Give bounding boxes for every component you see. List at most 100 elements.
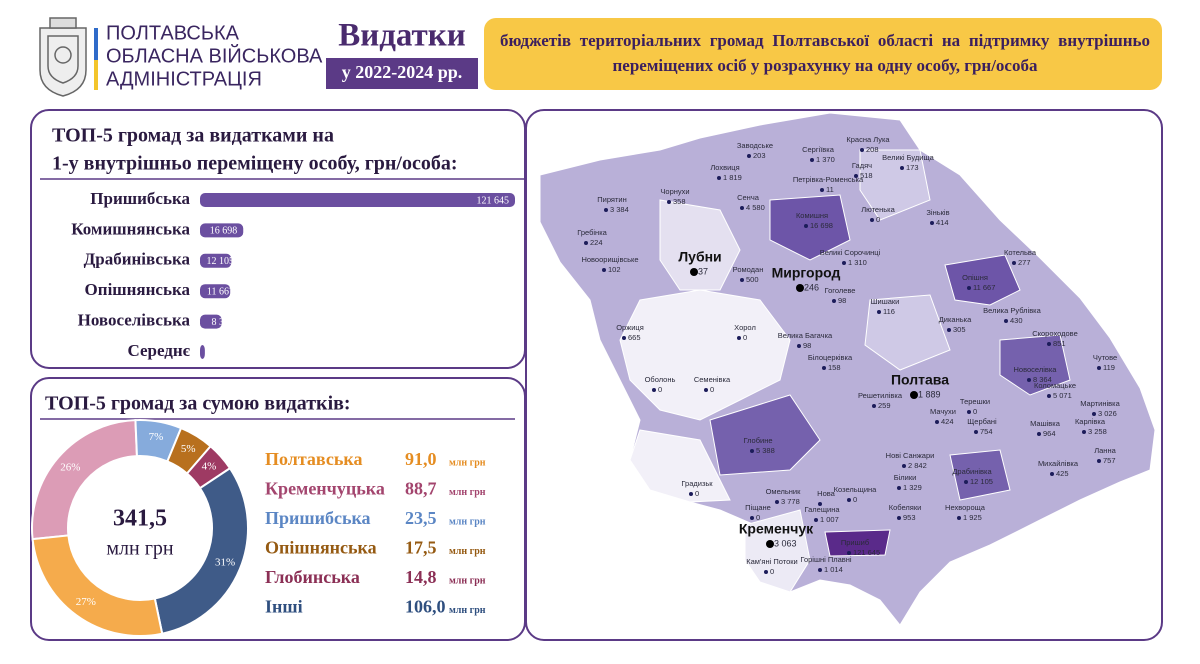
place-value: 158 xyxy=(828,363,841,372)
subtitle: бюджетів територіальних громад Полтавськ… xyxy=(500,31,1150,75)
place-dot xyxy=(872,404,876,408)
place-name: Зіньків xyxy=(926,208,949,217)
place-dot xyxy=(750,449,754,453)
place-dot xyxy=(967,410,971,414)
place-dot xyxy=(1097,459,1101,463)
place-name: Карлівка xyxy=(1075,417,1106,426)
place-name: Великі Сорочинці xyxy=(820,248,881,257)
share-label: 26% xyxy=(60,461,80,473)
flag-yellow xyxy=(94,60,98,90)
place-dot xyxy=(900,166,904,170)
place-name: Кам'яні Потоки xyxy=(746,557,797,566)
category-label: Драбинівська xyxy=(84,250,191,269)
place-dot xyxy=(604,208,608,212)
place-name: Градизьк xyxy=(681,479,713,488)
share-label: 5% xyxy=(181,443,196,455)
place-value: 5 388 xyxy=(756,446,775,455)
place-value: 37 xyxy=(698,266,708,276)
place-name: Чутове xyxy=(1093,353,1117,362)
place-name: Оболонь xyxy=(645,375,676,384)
place-dot xyxy=(1004,319,1008,323)
place-value: 3 063 xyxy=(774,538,797,548)
place-name: Щербані xyxy=(967,417,997,426)
place-dot xyxy=(974,430,978,434)
place-dot xyxy=(967,286,971,290)
place-dot xyxy=(652,388,656,392)
place-value: 425 xyxy=(1056,469,1069,478)
place-value: 500 xyxy=(746,275,759,284)
legend-value: 91,0 xyxy=(405,449,437,469)
place-name: Семенівка xyxy=(694,375,731,384)
place-value: 0 xyxy=(876,215,880,224)
place-dot xyxy=(1047,342,1051,346)
legend-unit: млн грн xyxy=(449,575,486,586)
page-title: Видатки xyxy=(338,18,466,54)
place-dot xyxy=(740,278,744,282)
place-value: 754 xyxy=(980,427,993,436)
place-value: 3 384 xyxy=(610,205,629,214)
chart-title: ТОП-5 громад за сумою видатків: xyxy=(45,393,351,415)
place-value: 98 xyxy=(838,296,846,305)
place-dot xyxy=(1047,394,1051,398)
bar xyxy=(200,284,231,299)
place-value: 0 xyxy=(695,489,699,498)
share-label: 4% xyxy=(202,461,217,473)
subtitle-box xyxy=(484,18,1162,90)
legend-unit: млн грн xyxy=(449,487,486,498)
place-name: Диканька xyxy=(939,315,972,324)
place-name: Пришиб xyxy=(841,538,869,547)
place-name: Велика Рублівка xyxy=(983,306,1041,315)
place-dot xyxy=(877,310,881,314)
legend-name: Пришибська xyxy=(265,508,371,528)
place-dot xyxy=(717,176,721,180)
place-value: 358 xyxy=(673,197,686,206)
category-label: Новоселівська xyxy=(78,311,191,330)
place-name: Глобине xyxy=(743,436,772,445)
place-value: 3 778 xyxy=(781,497,800,506)
period: у 2022-2024 рр. xyxy=(342,62,463,82)
place-name: Козельщина xyxy=(834,485,878,494)
place-dot xyxy=(1012,261,1016,265)
city-name: Лубни xyxy=(678,249,721,265)
place-name: Велика Багачка xyxy=(778,331,833,340)
place-value: 1 925 xyxy=(963,513,982,522)
legend-unit: млн грн xyxy=(449,605,486,616)
place-value: 1 014 xyxy=(824,565,843,574)
place-name: Великі Будища xyxy=(882,153,935,162)
place-dot xyxy=(704,388,708,392)
place-dot xyxy=(854,174,858,178)
place-value: 0 xyxy=(710,385,714,394)
place-name: Гадяч xyxy=(852,161,872,170)
bar xyxy=(200,253,232,268)
place-value: 1 819 xyxy=(723,173,742,182)
place-value: 964 xyxy=(1043,429,1056,438)
place-name: Заводське xyxy=(737,141,773,150)
legend-value: 14,8 xyxy=(405,567,437,587)
place-value: 16 698 xyxy=(810,221,833,230)
place-value: 119 xyxy=(1103,363,1115,372)
place-name: Ланна xyxy=(1094,446,1116,455)
legend-value: 23,5 xyxy=(405,508,437,528)
place-value: 98 xyxy=(803,341,811,350)
place-value: 851 xyxy=(1053,339,1066,348)
legend-name: Опішнянська xyxy=(265,538,377,558)
place-name: Петрівка-Роменська xyxy=(793,175,864,184)
place-value: 277 xyxy=(1018,258,1031,267)
place-name: Сергіївка xyxy=(802,145,835,154)
panel xyxy=(525,109,1163,641)
org-line: ПОЛТАВСЬКА xyxy=(106,22,240,44)
place-value: 203 xyxy=(753,151,766,160)
place-dot xyxy=(847,551,851,555)
value-label: 12 105 xyxy=(207,256,235,267)
place-value: 0 xyxy=(756,513,760,522)
place-dot xyxy=(1050,472,1054,476)
city-name: Кременчук xyxy=(739,521,814,537)
place-value: 11 xyxy=(826,185,834,194)
place-dot xyxy=(1037,432,1041,436)
place-value: 757 xyxy=(1103,456,1116,465)
place-name: Скороходове xyxy=(1032,329,1078,338)
place-value: 12 105 xyxy=(970,477,993,486)
place-dot xyxy=(1097,366,1101,370)
place-dot xyxy=(818,568,822,572)
place-dot xyxy=(957,516,961,520)
